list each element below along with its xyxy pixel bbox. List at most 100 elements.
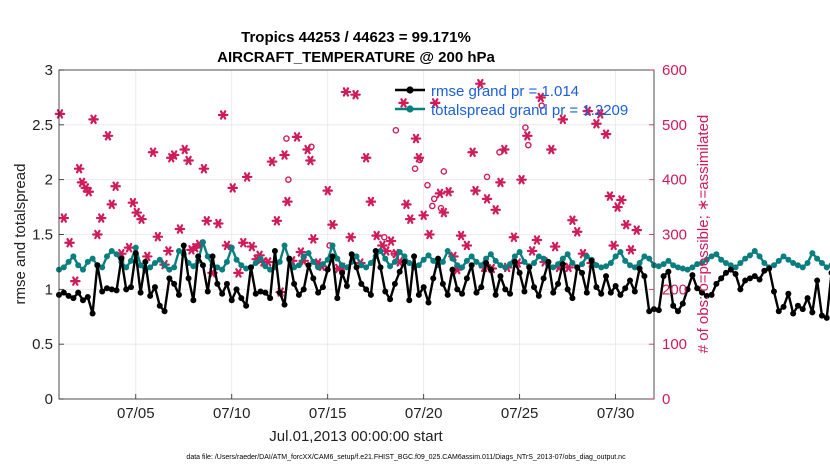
totalspread-point	[468, 253, 475, 260]
obs-asterisk-stroke	[165, 246, 172, 256]
rmse-point	[343, 283, 350, 290]
rmse-point	[175, 291, 182, 298]
rmse-point	[746, 275, 753, 282]
rmse-point	[612, 283, 619, 290]
obs-asterisk-stroke	[420, 210, 427, 221]
totalspread-point	[204, 253, 211, 260]
obs-asterisk-stroke	[297, 247, 305, 257]
rmse-point	[252, 290, 259, 297]
y-tick-label-left: 1	[45, 281, 53, 298]
obs-assimilated-point	[604, 191, 616, 201]
obs-asterisk-stroke	[293, 132, 301, 142]
totalspread-point	[199, 239, 206, 246]
obs-asterisk-stroke	[200, 163, 208, 174]
data-marks	[54, 78, 830, 321]
rmse-point	[334, 295, 341, 302]
obs-assimilated-point	[174, 224, 186, 234]
obs-assimilated-point	[508, 232, 520, 242]
totalspread-point	[492, 257, 499, 264]
totalspread-point	[449, 255, 456, 262]
rmse-point	[233, 286, 240, 293]
obs-assimilated-point	[110, 181, 121, 191]
obs-asterisk-stroke	[533, 235, 541, 245]
x-tick-label: 07/10	[213, 405, 251, 422]
obs-asterisk-stroke	[510, 232, 518, 242]
rmse-point	[291, 280, 298, 287]
totalspread-point	[679, 265, 686, 272]
rmse-point	[406, 297, 413, 304]
legend-spread-label: totalspread grand pr = 1.2209	[431, 102, 628, 119]
obs-asterisk-stroke	[373, 230, 380, 241]
rmse-point	[127, 284, 134, 291]
totalspread-point	[137, 262, 144, 269]
obs-assimilated-point	[398, 98, 409, 108]
totalspread-point	[622, 257, 629, 264]
rmse-point	[358, 280, 365, 287]
rmse-point	[516, 269, 523, 276]
rmse-point	[70, 295, 77, 302]
obs-assimilated-point	[141, 251, 153, 262]
chart-title-line2: AIRCRAFT_TEMPERATURE @ 200 hPa	[217, 49, 495, 66]
obs-asterisk-stroke	[574, 227, 581, 237]
y-tick-label-right: 100	[662, 336, 687, 353]
rmse-point	[305, 262, 312, 269]
totalspread-point	[190, 263, 197, 270]
totalspread-point	[439, 258, 446, 265]
obs-assimilated-point	[183, 155, 194, 166]
totalspread-point	[391, 258, 398, 265]
rmse-point	[545, 258, 552, 265]
totalspread-point	[790, 260, 797, 267]
y-axis-label-right: # of obs: o=possible; ∗=assimilated	[695, 115, 712, 354]
obs-possible-point	[538, 102, 546, 109]
totalspread-point	[823, 264, 830, 271]
rmse-point	[487, 266, 494, 273]
totalspread-point	[483, 255, 490, 262]
rmse-point	[401, 258, 408, 265]
totalspread-point	[425, 252, 432, 259]
rmse-point	[823, 314, 830, 321]
obs-asterisk-stroke	[240, 237, 247, 248]
totalspread-point	[267, 266, 274, 273]
obs-assimilated-point	[526, 246, 538, 256]
obs-assimilated-point	[360, 152, 372, 163]
totalspread-point	[291, 264, 298, 271]
rmse-point	[243, 302, 250, 309]
rmse-point	[660, 273, 667, 280]
obs-asterisk-stroke	[273, 216, 281, 226]
totalspread-point	[550, 264, 557, 271]
obs-asterisk-stroke	[185, 155, 192, 166]
rmse-point	[502, 286, 509, 293]
totalspread-point	[785, 256, 792, 263]
rmse-point	[60, 289, 67, 296]
totalspread-point	[295, 262, 302, 269]
obs-asterisk-stroke	[72, 276, 79, 286]
totalspread-point	[99, 264, 106, 271]
totalspread-point	[794, 262, 801, 269]
y-tick-label-right: 200	[662, 281, 687, 298]
totalspread-point	[444, 247, 451, 254]
totalspread-point	[233, 256, 240, 263]
y-tick-label-left: 0.5	[32, 336, 53, 353]
obs-assimilated-point	[92, 229, 103, 240]
rmse-point	[247, 264, 254, 271]
obs-assimilated-point	[582, 106, 594, 116]
rmse-point	[286, 255, 293, 262]
totalspread-point	[315, 264, 322, 271]
obs-possible-point	[411, 165, 419, 172]
rmse-point	[559, 261, 566, 268]
obs-assimilated-point	[168, 150, 180, 160]
obs-asterisk-stroke	[483, 194, 491, 204]
rmse-point	[353, 264, 360, 271]
obs-assimilated-point	[282, 196, 293, 207]
obs-assimilated-point	[620, 219, 632, 230]
obs-asterisk-stroke	[112, 181, 119, 191]
rmse-point	[564, 286, 571, 293]
totalspread-point	[521, 258, 528, 265]
totalspread-point	[257, 255, 264, 262]
legend-rmse-marker	[406, 86, 414, 94]
obs-asterisk-stroke	[268, 156, 276, 167]
rmse-point	[492, 291, 499, 298]
totalspread-point	[502, 264, 509, 271]
obs-asterisk-stroke	[56, 109, 64, 119]
rmse-point	[425, 299, 432, 306]
